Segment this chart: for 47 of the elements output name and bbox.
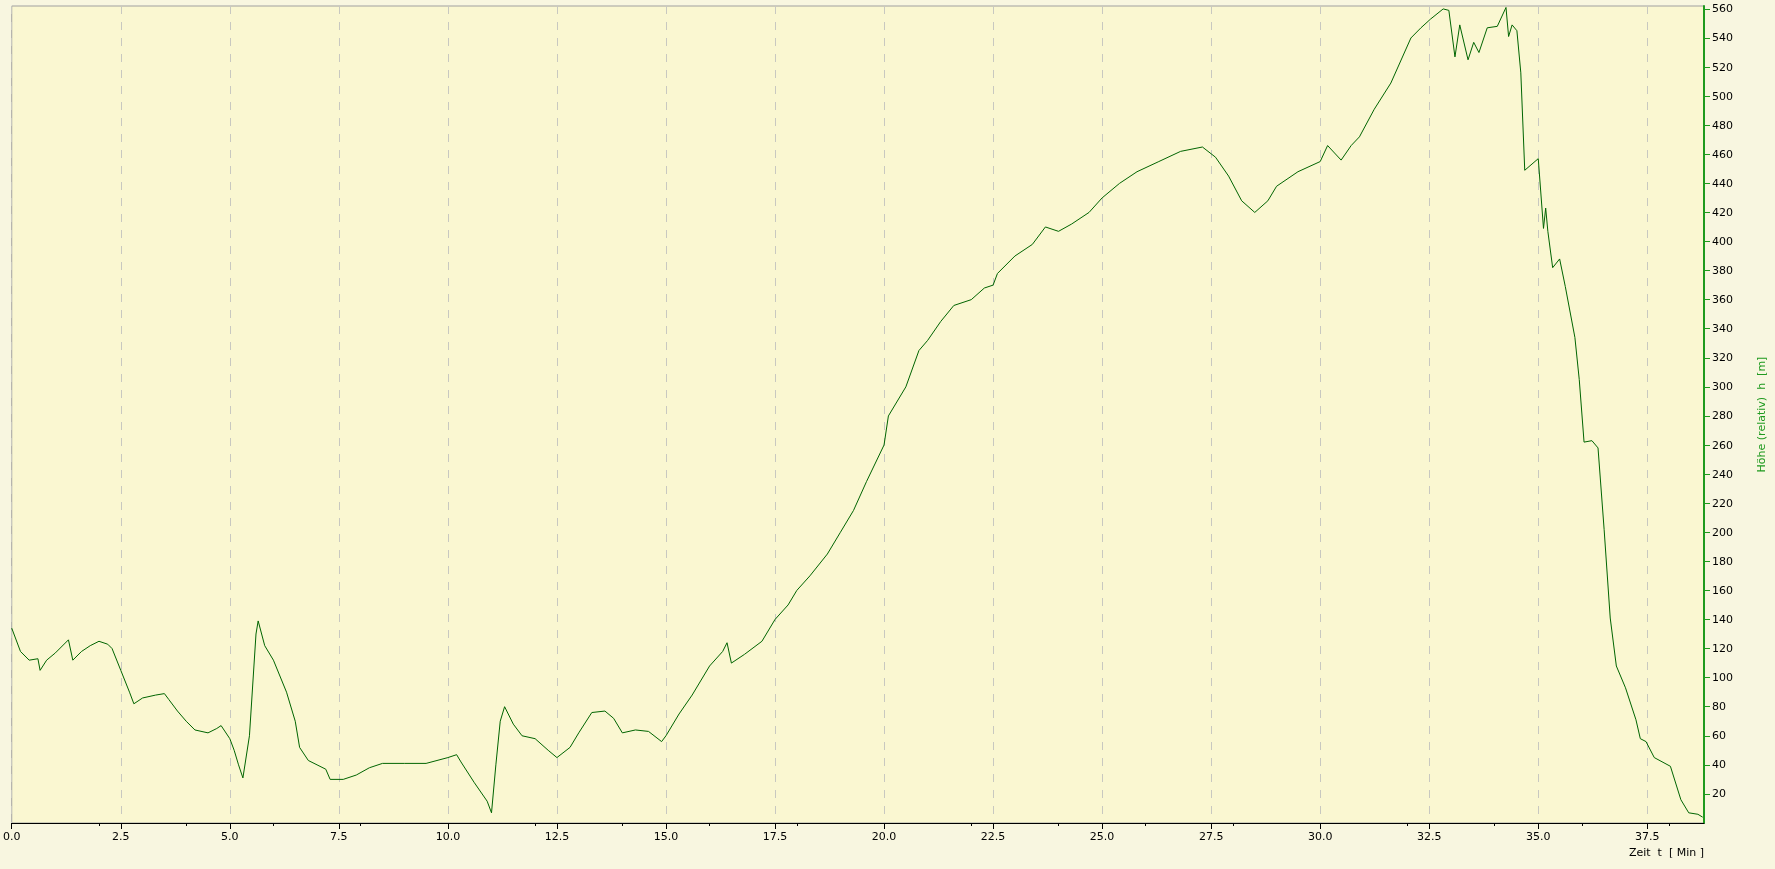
x-tick-label: 22.5 xyxy=(980,830,1006,843)
y-tick-label: 480 xyxy=(1712,118,1733,132)
x-tick-label: 7.5 xyxy=(330,830,348,843)
x-tick-label: 10.0 xyxy=(435,830,461,843)
y-tick-label: 420 xyxy=(1712,205,1733,219)
y-tick-label: 100 xyxy=(1712,671,1733,685)
y-tick-label: 460 xyxy=(1712,147,1733,161)
y-tick-label: 140 xyxy=(1712,612,1733,626)
x-tick-label: 0.0 xyxy=(3,830,21,843)
y-tick-label: 60 xyxy=(1712,729,1726,743)
y-tick-label: 240 xyxy=(1712,467,1733,481)
y-tick-label: 40 xyxy=(1712,758,1726,772)
x-tick-label: 32.5 xyxy=(1416,830,1442,843)
x-tick-label: 2.5 xyxy=(112,830,130,843)
x-tick-label: 20.0 xyxy=(871,830,897,843)
y-tick-label: 440 xyxy=(1712,176,1733,190)
y-tick-label: 200 xyxy=(1712,525,1733,539)
y-tick-label: 360 xyxy=(1712,293,1733,307)
y-tick-label: 300 xyxy=(1712,380,1733,394)
y-tick-label: 560 xyxy=(1712,2,1733,16)
y-tick-label: 340 xyxy=(1712,322,1733,336)
y-tick-label: 400 xyxy=(1712,235,1733,249)
line-series xyxy=(11,6,1704,818)
x-tick-label: 5.0 xyxy=(221,830,239,843)
y-tick-label: 160 xyxy=(1712,583,1733,597)
y-tick-label: 80 xyxy=(1712,700,1726,714)
y-tick-label: 540 xyxy=(1712,31,1733,45)
y-tick-label: 260 xyxy=(1712,438,1733,452)
y-tick-label: 380 xyxy=(1712,264,1733,278)
x-tick-label: 27.5 xyxy=(1198,830,1224,843)
y-tick-label: 500 xyxy=(1712,89,1733,103)
y-tick-label: 20 xyxy=(1712,787,1726,801)
x-tick-label: 37.5 xyxy=(1635,830,1660,843)
x-tick-label: 25.0 xyxy=(1089,830,1115,843)
x-tick-label: 12.5 xyxy=(544,830,570,843)
y-tick-label: 220 xyxy=(1712,496,1733,510)
y-tick-label: 280 xyxy=(1712,409,1733,423)
x-tick-label: 35.0 xyxy=(1526,830,1551,843)
x-tick-label: 17.5 xyxy=(762,830,788,843)
y-axis-title: Höhe (relativ) h [m] xyxy=(1755,356,1768,473)
x-tick-label: 15.0 xyxy=(653,830,679,843)
x-tick-label: 30.0 xyxy=(1307,830,1333,843)
y-tick-label: 120 xyxy=(1712,642,1733,656)
x-axis-title: Zeit t [ Min ] xyxy=(1628,846,1704,859)
y-tick-label: 320 xyxy=(1712,351,1733,365)
y-tick-label: 180 xyxy=(1712,554,1733,568)
y-tick-label: 520 xyxy=(1712,60,1733,74)
